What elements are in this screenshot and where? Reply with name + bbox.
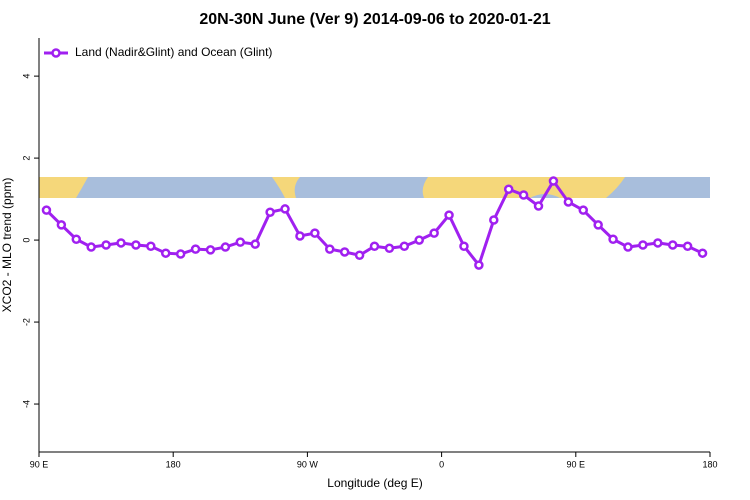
data-point [518,190,529,200]
data-point [280,204,290,214]
x-tick-label: 90 E [30,459,49,469]
chart-title: 20N-30N June (Ver 9) 2014-09-06 to 2020-… [199,11,550,28]
data-point [265,207,275,217]
x-tick-label: 180 [702,459,717,469]
land-band [39,177,88,198]
x-axis-label: Longitude (deg E) [327,476,422,490]
y-tick-label: 0 [21,238,31,243]
y-tick-label: -2 [21,318,31,326]
data-point [86,242,96,252]
data-point [548,176,559,186]
data-point [474,260,484,270]
data-point [638,240,648,250]
data-point [131,240,141,250]
y-axis-label: XCO2 - MLO trend (ppm) [0,178,14,313]
data-point [339,247,350,257]
data-point [399,241,410,251]
data-point [41,205,52,215]
y-tick-label: 4 [21,74,31,79]
data-point [369,241,380,251]
data-point [578,205,589,215]
data-point [667,240,678,250]
data-point [563,197,574,207]
data-point [533,201,544,211]
data-point [175,249,186,259]
legend-marker [51,48,61,58]
data-point [429,228,439,238]
data-point [310,228,320,238]
x-tick-label: 90 W [297,459,319,469]
data-point [682,241,693,251]
data-point [444,210,454,220]
data-point [354,250,365,260]
data-point [623,242,633,252]
data-point [489,215,499,225]
data-point [653,238,663,248]
data-point [56,220,67,230]
land-band [272,177,300,198]
data-point [190,244,201,254]
data-point [220,242,231,252]
data-point [101,240,111,250]
data-point [593,220,603,230]
data-point [697,248,708,258]
x-tick-label: 0 [439,459,444,469]
data-point [146,241,156,251]
data-point [325,244,335,254]
data-point [250,239,260,249]
x-tick-label: 90 E [567,459,586,469]
data-point [160,248,171,258]
data-point [71,234,82,245]
land-band [422,177,625,198]
data-point [503,184,514,195]
legend-label: Land (Nadir&Glint) and Ocean (Glint) [75,45,272,59]
data-point [384,243,395,254]
data-point [608,234,618,245]
y-tick-label: 2 [21,156,31,161]
data-point [459,241,469,251]
data-point [205,245,216,255]
x-tick-label: 180 [166,459,181,469]
data-point [116,238,126,248]
y-tick-label: -4 [21,400,31,408]
data-point [414,235,424,245]
data-point [235,237,246,247]
data-point [295,231,305,241]
map-band [39,177,710,198]
